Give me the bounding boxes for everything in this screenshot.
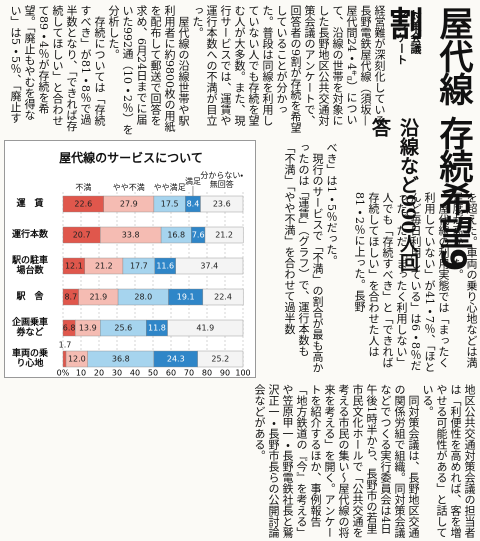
x-tick-label: 30 (112, 369, 122, 378)
x-tick-label: 0% (57, 369, 70, 378)
legend-label: 満足 (184, 177, 201, 186)
value-label: 6.8 (63, 324, 76, 333)
value-label: 33.8 (122, 231, 140, 240)
value-label: 12.0 (68, 355, 86, 364)
x-tick-label: 70 (184, 369, 194, 378)
value-label: 21.2 (95, 262, 113, 271)
value-label: 24.3 (167, 355, 185, 364)
paragraph: 地区公共交通対策会議の担当者は「利便性を高めれば、客を増やせる可能性がある」と話… (421, 384, 476, 538)
value-label: 36.8 (112, 355, 130, 364)
value-label: 28.0 (134, 293, 152, 302)
bar-segment (200, 195, 244, 213)
value-label: 8.4 (187, 200, 200, 209)
value-label: 22.6 (74, 200, 92, 209)
bar-segment (167, 319, 244, 337)
value-label: 11.8 (148, 324, 166, 333)
value-label: 37.4 (200, 262, 218, 271)
legend-label: やや不満 (112, 183, 145, 192)
x-tick-label: 40 (130, 369, 140, 378)
category-label: 車両の乗り心地 (11, 349, 48, 369)
x-tick-label: 20 (94, 369, 104, 378)
kicker-line: 対策会議 (409, 10, 422, 54)
value-label: 20.7 (73, 231, 91, 240)
bar-segment (202, 288, 244, 306)
value-label: 25.2 (211, 355, 229, 364)
article-block: を超えた。車両の乗り心地などは満足度が高かった。 屋代線の利用実態では「まったく利… (340, 192, 478, 378)
article-block: べき」は1・5％だった。 現行のサービスで「不満」の割合が最も高かったのは「運賃」… (258, 142, 338, 378)
paragraph: 屋代線の利用実態では「まったく利用していない」が41・7％、「ほとんど毎日利用し… (353, 192, 450, 373)
article-block: 地区公共交通対策会議の担当者は「利便性を高めれば、客を増やせる可能性がある」と話… (170, 384, 476, 538)
paragraph: 現行のサービスで「不満」の割合が最も高かったのは「運賃」（グラフ）で、運行本数も… (283, 142, 324, 373)
bar-segment (204, 226, 244, 244)
bar-segment (197, 350, 244, 368)
category-label: 運 賃 (16, 199, 44, 209)
value-label: 17.5 (161, 200, 179, 209)
legend-label: やや満足 (153, 183, 186, 192)
value-label: 13.9 (79, 324, 97, 333)
value-label: 22.4 (214, 293, 232, 302)
headline: 屋代線 存続希望9割 (383, 6, 473, 271)
value-label: 16.8 (167, 231, 185, 240)
value-label: 27.9 (120, 200, 138, 209)
value-label: 1.7 (59, 341, 72, 350)
paragraph: 同対策会議は、長野地区交通の関係労組で組織。同対策会議などでつくる実行委員会は4… (253, 384, 420, 538)
bar-segment (175, 257, 244, 275)
x-tick-label: 50 (148, 369, 158, 378)
x-tick-label: 100 (235, 369, 250, 378)
paragraph: 経営難が深刻化している長野電鉄屋代線（須坂—屋代間24・4㌔）について、沿線の世… (191, 5, 386, 133)
category-label: 企画乗車券など (11, 318, 48, 338)
paragraph: べき」は1・5％だった。 (325, 142, 338, 266)
category-label: 駅の駐車場台数 (11, 256, 48, 276)
chart-title: 屋代線のサービスについて (59, 151, 203, 165)
chart: 屋代線のサービスについて 0% 10 20 30 40 50 60 70 80 90 100 22.6… (4, 140, 256, 378)
chart-svg: 0% 10 20 30 40 50 60 70 80 90 100 22.6 27.9 17.5 8.4 23… (57, 186, 251, 378)
paragraph: 存続については「存続すべき」が81・8％で過半数となり、「できれば存続してほしい… (9, 5, 106, 132)
value-label: 17.7 (130, 262, 148, 271)
value-label: 25.6 (114, 324, 132, 333)
value-label: 11.6 (156, 262, 174, 271)
category-label: 運行本数 (11, 230, 48, 240)
kicker: 対策会議 アンケート (392, 10, 422, 110)
subheadline: 沿線など990人回答 (369, 118, 419, 272)
value-label: 23.6 (213, 200, 231, 209)
paragraph: を超えた。車両の乗り心地などは満足度が高かった。 (451, 192, 478, 368)
value-label: 7.6 (192, 231, 205, 240)
x-tick-label: 90 (220, 369, 230, 378)
bar-segment (62, 350, 67, 368)
value-label: 21.9 (89, 293, 107, 302)
legend-label: 不満 (75, 183, 92, 192)
x-tick-label: 60 (166, 369, 176, 378)
paragraph: 屋代線の沿線世帯や駅利用者に約9800枚の用紙を配布して郵送で回答を求め、6月2… (107, 5, 190, 135)
article-block: 経営難が深刻化している長野電鉄屋代線（須坂—屋代間24・4㌔）について、沿線の世… (6, 5, 386, 135)
x-tick-label: 10 (76, 369, 86, 378)
value-label: 8.7 (64, 293, 77, 302)
value-label: 41.9 (196, 324, 214, 333)
x-tick-label: 80 (202, 369, 212, 378)
value-label: 21.2 (215, 231, 233, 240)
kicker-line: アンケート (395, 10, 408, 65)
value-label: 12.1 (65, 262, 83, 271)
value-label: 19.1 (177, 293, 195, 302)
category-label: 駅 舎 (16, 292, 44, 302)
legend-label: 分からない・無回答 (200, 171, 244, 189)
